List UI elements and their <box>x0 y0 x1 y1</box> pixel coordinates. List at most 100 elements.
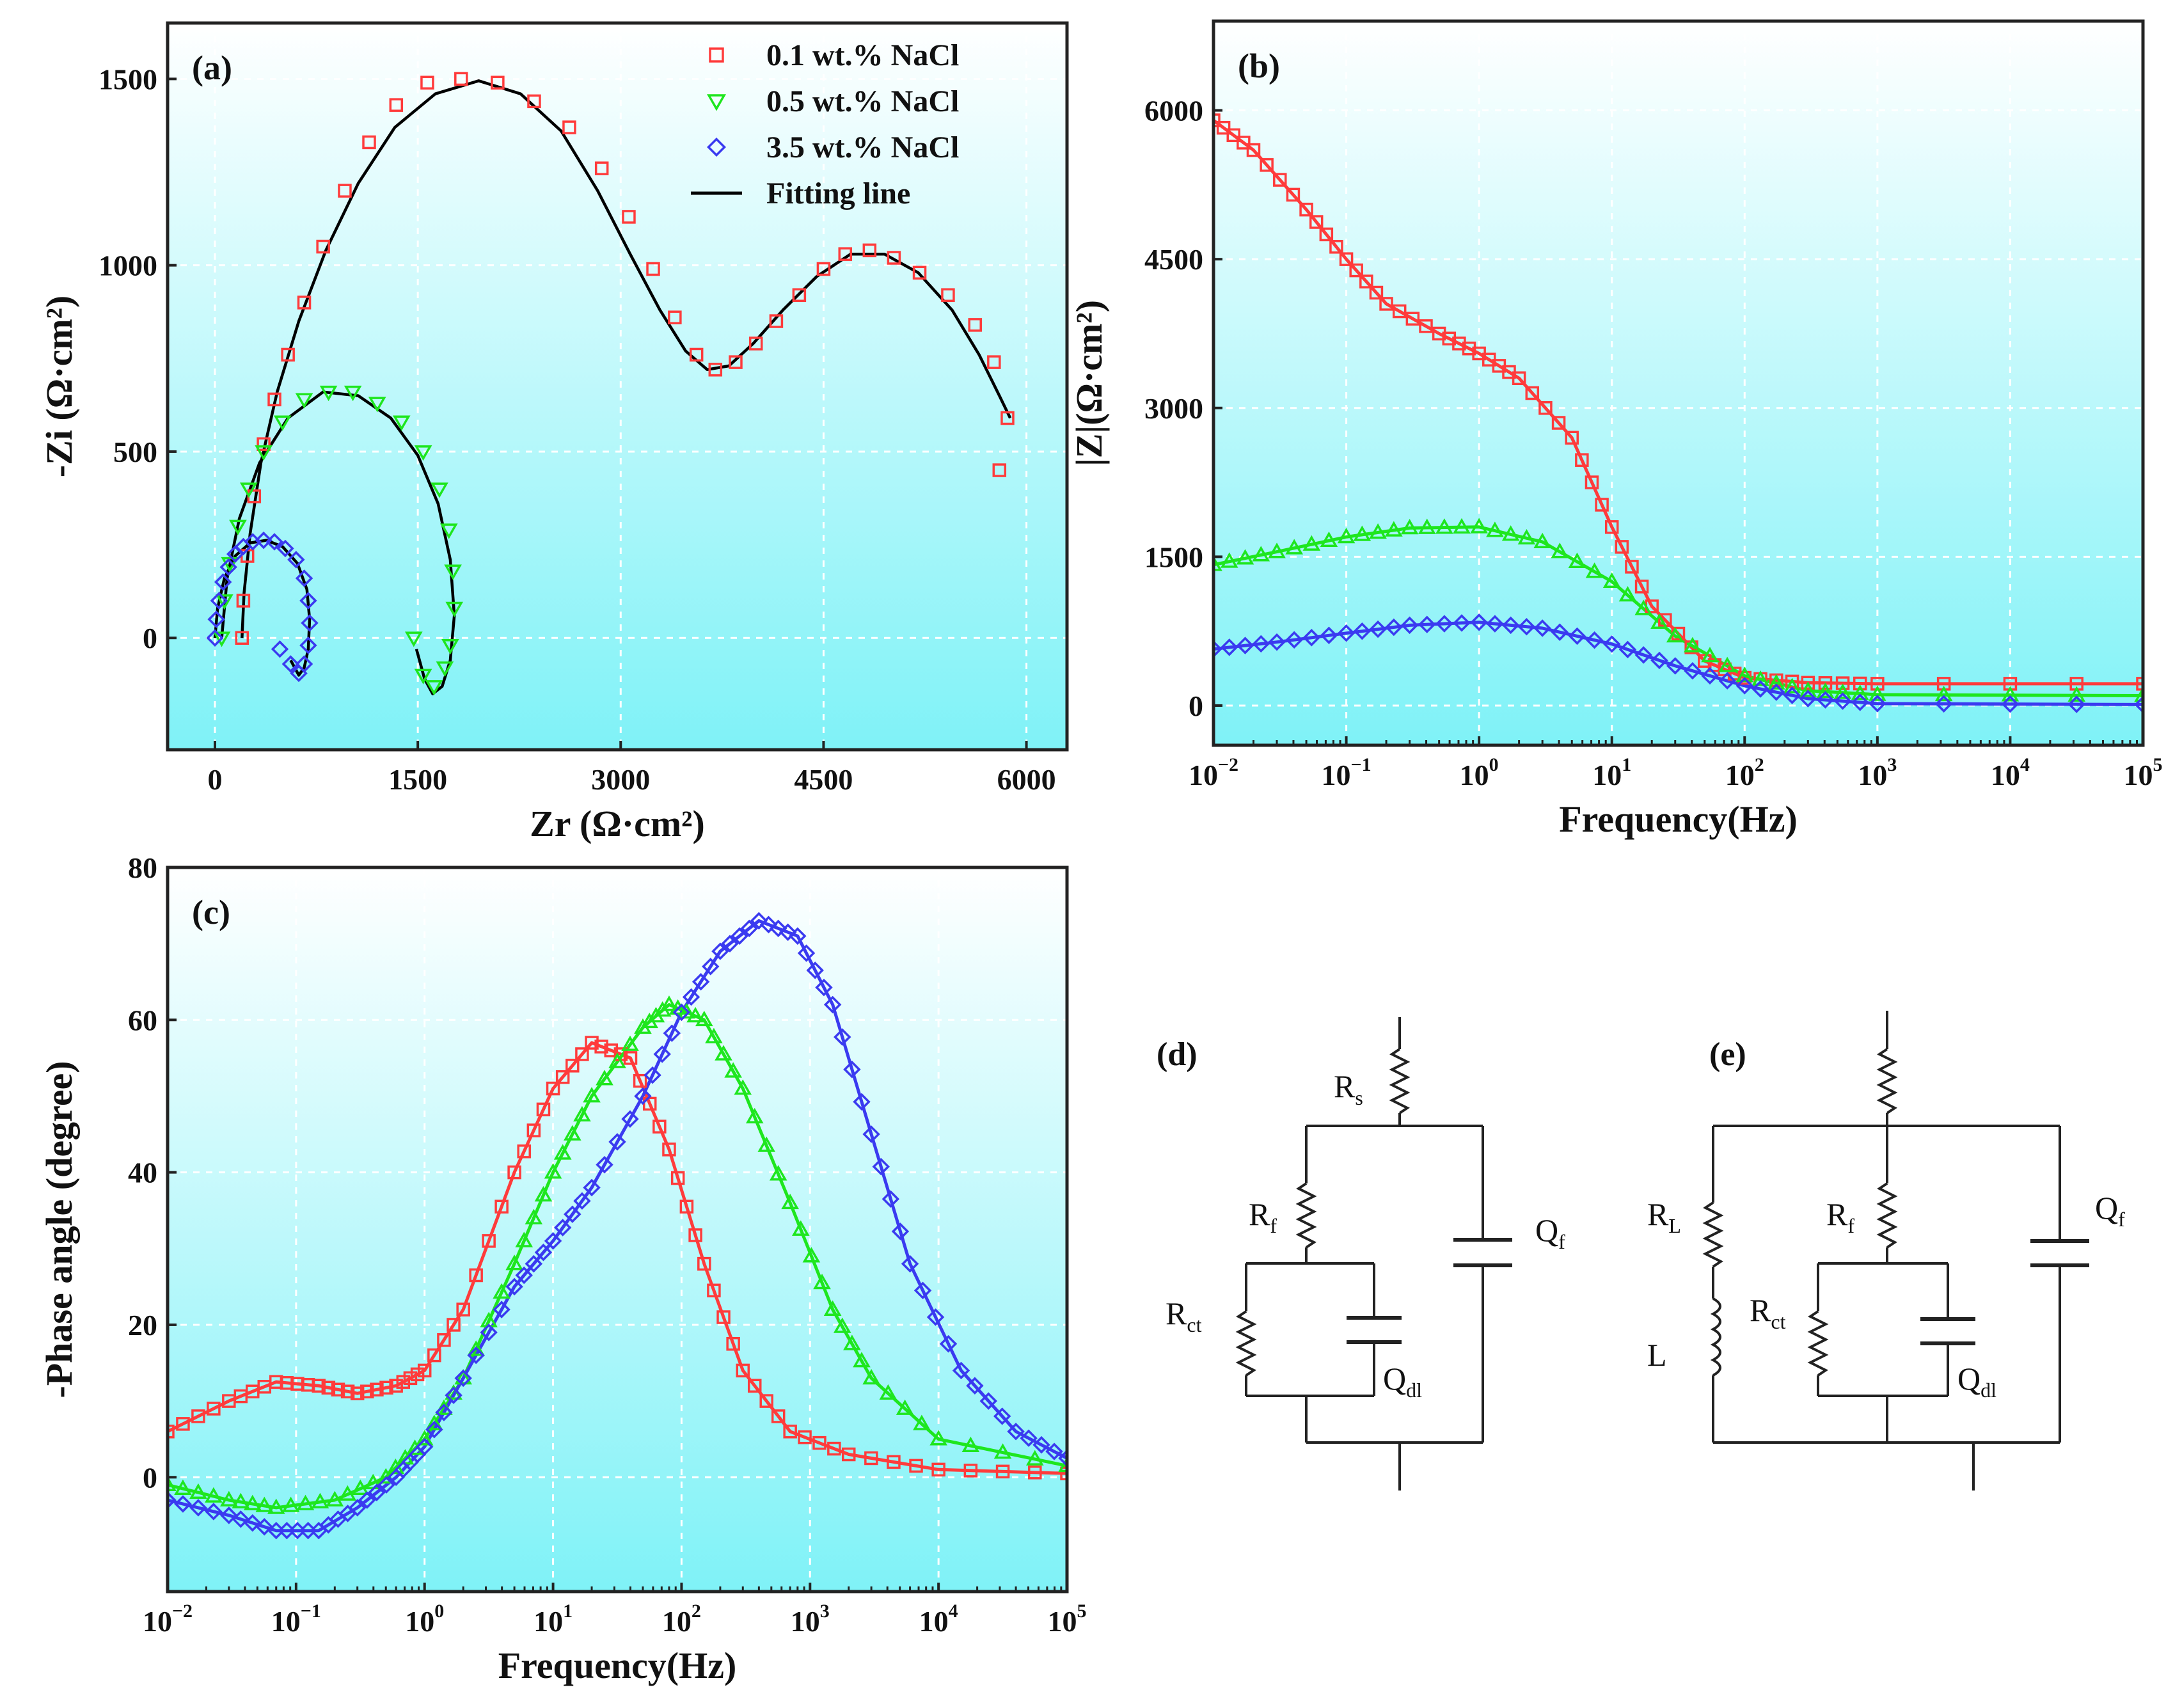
data-point <box>1851 693 1869 711</box>
data-point <box>896 1399 914 1415</box>
data-point <box>798 1430 812 1444</box>
data-point <box>1666 627 1684 643</box>
data-point <box>688 1228 702 1242</box>
data-point <box>707 1283 721 1298</box>
data-point <box>1220 552 1238 568</box>
data-point <box>189 1499 207 1517</box>
data-point <box>644 1066 661 1084</box>
data-point <box>1320 626 1338 644</box>
data-point <box>431 482 448 498</box>
data-point <box>679 1199 694 1214</box>
data-point <box>243 1494 262 1510</box>
data-point <box>1595 498 1609 512</box>
data-point <box>1236 549 1254 565</box>
data-point <box>879 1384 897 1400</box>
data-point <box>724 1062 742 1078</box>
data-point <box>1512 371 1526 385</box>
data-point <box>1359 274 1373 289</box>
data-point <box>1818 676 1833 690</box>
data-point <box>668 999 687 1015</box>
x-tick-label: 6000 <box>997 763 1056 796</box>
data-point <box>1751 670 1769 686</box>
data-point <box>515 1231 534 1247</box>
data-point <box>546 1081 560 1096</box>
data-point <box>708 363 723 377</box>
data-point <box>296 1494 315 1510</box>
data-point <box>715 1045 732 1061</box>
data-point <box>594 161 609 175</box>
data-point <box>2067 686 2086 702</box>
data-point <box>721 935 739 953</box>
data-point <box>240 482 258 498</box>
data-point <box>1533 619 1551 637</box>
data-point <box>1309 215 1324 229</box>
data-point <box>1418 518 1436 534</box>
data-point <box>1934 685 1953 702</box>
data-point <box>705 1027 723 1043</box>
data-point <box>1551 542 1569 558</box>
data-point <box>1400 616 1419 635</box>
legend-entry: Fitting line <box>691 177 910 210</box>
axes-frame <box>166 866 1069 1593</box>
data-point <box>358 1491 376 1509</box>
data-point <box>993 1407 1011 1425</box>
data-point <box>1869 695 1886 713</box>
x-tick-label: 101 <box>534 1601 573 1638</box>
plot-area-background <box>168 23 1067 750</box>
data-point <box>1435 615 1453 633</box>
data-point <box>344 385 362 402</box>
y-tick-label: 80 <box>128 851 157 884</box>
data-point <box>168 1491 177 1509</box>
data-point <box>1299 202 1313 217</box>
data-point <box>1816 691 1835 709</box>
data-point <box>1369 523 1387 539</box>
data-point <box>783 1425 797 1439</box>
data-point <box>1470 518 1488 534</box>
y-tick-label: 1500 <box>1144 541 1203 573</box>
data-point <box>1486 615 1504 633</box>
panel-b-bode-magnitude-plot: 10−2 10−1 100 101 102 103 104 105 0 1500 3000 4500 6… <box>1068 19 2163 840</box>
data-point <box>2067 695 2085 713</box>
data-point <box>692 973 710 991</box>
data-point <box>1565 431 1579 445</box>
x-axis-title: Frequency(Hz) <box>498 1645 737 1686</box>
data-point <box>887 1455 901 1469</box>
data-point <box>273 415 292 431</box>
fitting-line <box>168 919 1067 1533</box>
data-point <box>281 655 300 673</box>
data-point <box>952 1361 970 1380</box>
data-point <box>168 1425 175 1439</box>
data-point <box>941 288 955 303</box>
data-point <box>414 668 432 684</box>
data-point <box>220 1506 238 1524</box>
data-point <box>205 1487 223 1503</box>
label-rs: Rs <box>1334 1068 1363 1109</box>
data-point <box>1285 539 1303 555</box>
data-point <box>1501 525 1520 541</box>
data-point <box>1285 631 1303 649</box>
data-point <box>207 1402 221 1416</box>
data-point <box>623 1051 638 1065</box>
fitting-line <box>1214 119 2143 686</box>
data-point <box>1585 562 1604 578</box>
data-point <box>544 1163 562 1179</box>
label-rl: RL <box>1647 1196 1681 1237</box>
data-point <box>505 1254 523 1270</box>
data-point <box>816 262 831 276</box>
data-point <box>312 1379 326 1393</box>
y-tick-label: 1000 <box>99 249 157 282</box>
data-point <box>287 551 305 569</box>
x-tick-label: 105 <box>1048 1601 1087 1638</box>
data-point <box>872 1157 890 1176</box>
data-point <box>1604 520 1619 534</box>
data-point <box>1934 695 1953 713</box>
data-point <box>1369 285 1384 300</box>
data-point <box>802 1247 821 1263</box>
data-point <box>1319 227 1334 242</box>
data-point <box>1634 580 1649 594</box>
data-point <box>1718 672 1736 690</box>
legend-label: 0.1 wt.% NaCl <box>766 38 959 72</box>
x-tick-label: 102 <box>662 1601 701 1638</box>
data-point <box>1666 657 1684 675</box>
data-point <box>1252 635 1270 653</box>
